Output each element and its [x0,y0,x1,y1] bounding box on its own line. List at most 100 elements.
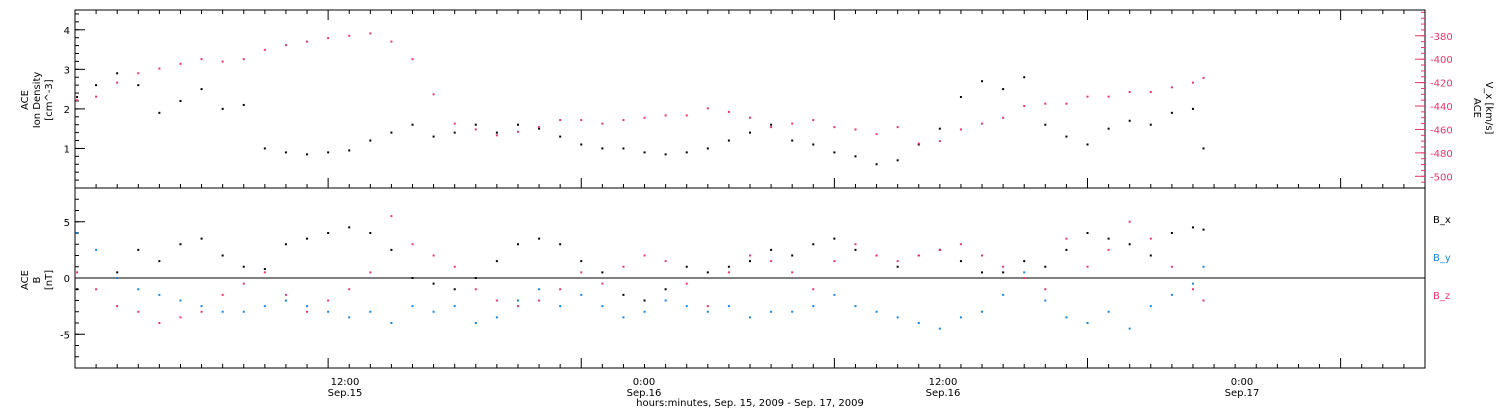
velocity-point [116,81,119,84]
bz-point [411,243,414,246]
by-point [116,277,119,279]
velocity-point [601,122,604,125]
density-point [559,135,562,138]
velocity-point [432,93,435,96]
bx-point [706,271,709,274]
bz-point [833,260,836,263]
velocity-point [812,119,815,122]
velocity-point [200,58,203,61]
bx-point [1149,254,1152,257]
density-point [727,139,730,142]
density-point [158,111,161,114]
bx-point [1065,248,1068,251]
velocity-point [1023,105,1026,108]
bz-point [1170,265,1173,268]
velocity-point [390,40,393,43]
legend-bx: B_x [1433,215,1451,226]
velocity-point [706,107,709,110]
velocity-point [284,44,287,47]
by-point [1149,305,1152,308]
bx-point [959,260,962,263]
bx-point [833,237,836,240]
density-point [221,107,224,110]
bz-point [706,305,709,308]
bx-point [76,288,79,291]
by-point [1002,293,1005,296]
bottom-left-tick-label: 5 [64,218,70,229]
density-point [348,149,351,152]
density-point [833,151,836,154]
by-point [1170,293,1173,296]
velocity-point [896,126,899,129]
x-axis-label: hours:minutes, Sep. 15, 2009 - Sep. 17, … [636,398,864,409]
bz-point [306,310,309,313]
velocity-point [306,40,309,43]
bz-point [664,260,667,263]
bx-point [474,277,477,279]
density-point [1023,76,1026,79]
top-right-axis-ticks: -500 -480 -460 -440 -420 -400 -380 [1415,11,1453,183]
bx-point [1191,226,1194,229]
by-point [685,305,688,308]
bz-point [348,288,351,291]
date-label-4: Sep.17 [1225,388,1260,399]
velocity-point [749,116,751,119]
bx-point [896,265,899,268]
by-point [791,310,794,313]
density-point [1002,88,1005,91]
bz-point [580,271,583,274]
bz-point [1023,277,1026,279]
velocity-point [1191,81,1194,84]
bz-point [559,288,562,291]
bx-point [200,237,203,240]
velocity-point [833,126,836,129]
density-point [432,135,435,138]
bx-point [453,288,456,291]
density-point [200,88,203,91]
by-point [411,305,414,308]
bz-point [158,322,161,324]
bz-point [284,293,287,296]
top-right-tick-label: -460 [1430,125,1453,136]
by-point [1191,282,1194,285]
by-point [137,288,140,291]
velocity-point [76,99,79,102]
velocity-point [938,140,941,143]
velocity-point [495,134,498,137]
velocity-point [95,95,98,98]
velocity-point [854,128,857,131]
bz-point [179,316,182,319]
bx-point [749,260,751,263]
bx-point [538,237,541,240]
date-label-1: Sep.15 [328,388,363,399]
velocity-point [727,110,730,113]
by-point [158,293,161,296]
bz-point [538,299,541,302]
bx-point [116,271,119,274]
by-point [95,248,98,251]
top-left-tick-label: 1 [64,144,70,155]
bz-point [896,260,899,263]
velocity-point [622,119,625,122]
density-point [390,131,393,134]
bx-point [390,248,393,251]
bx-point [1002,271,1005,274]
top-right-tick-label: -380 [1430,32,1453,43]
by-point [516,299,519,302]
bz-point [622,265,625,268]
by-point [622,316,625,319]
bz-point [516,305,519,308]
bz-point [390,215,393,218]
by-point [959,316,962,319]
bz-point [812,288,815,291]
density-point [76,96,79,99]
bz-point [1086,265,1089,268]
bz-point [959,243,962,246]
bz-point [76,271,79,274]
top-panel-data [76,32,1205,166]
bx-point [221,254,224,257]
velocity-point [137,72,140,75]
density-point [538,127,541,130]
bx-point [411,277,414,279]
